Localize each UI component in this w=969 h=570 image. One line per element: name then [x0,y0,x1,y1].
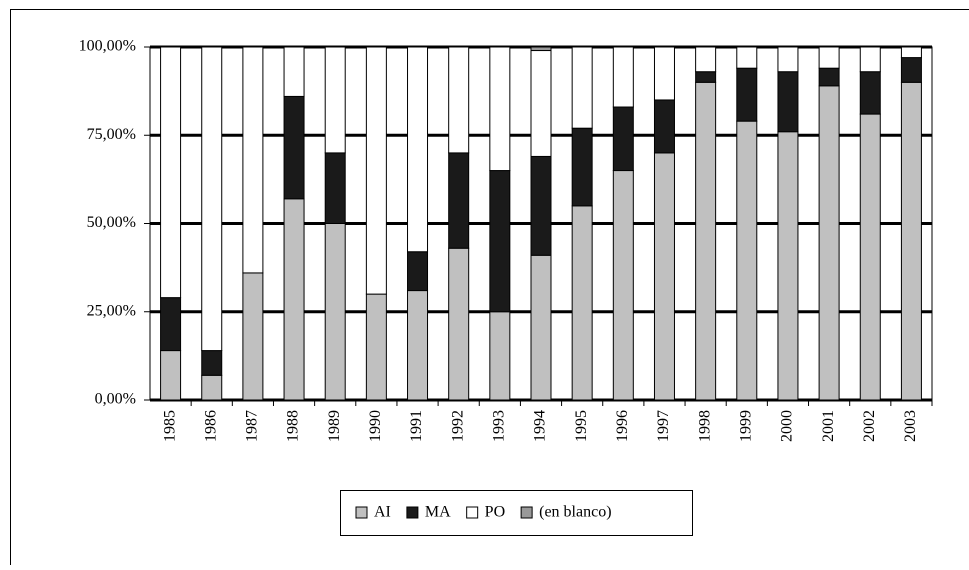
bar-segment [572,47,592,128]
x-tick-label: 1985 [161,410,178,442]
bar-segment [490,47,510,171]
x-tick-label: 1998 [696,410,713,442]
bar-segment [819,86,839,400]
x-tick-label: 1999 [737,410,754,442]
bar-segment [696,72,716,83]
bar-segment [161,351,181,400]
bar-segment [490,171,510,312]
bar-segment [531,47,551,51]
bar-segment [202,47,222,351]
bar-segment [572,128,592,206]
bar-segment [737,47,757,68]
legend-label: AI [374,504,391,521]
x-tick-label: 1988 [285,410,302,442]
bar-segment [901,58,921,83]
bar-segment [901,82,921,400]
bar-segment [901,47,921,58]
bar-segment [819,47,839,68]
bar-segment [449,248,469,400]
bar-segment [490,312,510,400]
bar-segment [654,47,674,100]
bar-segment [737,121,757,400]
bar-segment [284,96,304,198]
bar-segment [860,72,880,114]
x-tick-label: 1995 [573,410,590,442]
bar-segment [243,47,263,273]
bar-segment [531,255,551,400]
x-tick-label: 1997 [655,410,672,442]
legend-label: MA [425,504,451,521]
legend-swatch [521,507,532,518]
legend-swatch [356,507,367,518]
bar-segment [408,47,428,252]
bar-segment [202,351,222,376]
x-tick-label: 1994 [532,410,549,442]
bar-segment [778,132,798,400]
legend-swatch [407,507,418,518]
legend [341,491,693,536]
bar-segment [325,224,345,401]
x-tick-label: 1996 [614,410,631,442]
bar-segment [819,68,839,86]
x-tick-label: 2001 [820,410,837,442]
x-tick-label: 2000 [779,410,796,442]
legend-swatch [467,507,478,518]
legend-label: PO [485,504,505,521]
bar-segment [860,47,880,72]
x-tick-label: 1993 [491,410,508,442]
bar-segment [325,47,345,153]
bar-segment [325,153,345,224]
bar-segment [161,47,181,298]
x-tick-label: 1987 [244,410,261,442]
bar-segment [654,100,674,153]
bar-segment [284,47,304,96]
bar-segment [778,72,798,132]
legend-label: (en blanco) [539,504,611,521]
x-tick-label: 1990 [367,410,384,442]
bar-segment [778,47,798,72]
y-tick-label: 50,00% [87,214,136,231]
bar-segment [449,47,469,153]
bar-segment [531,156,551,255]
bar-segment [408,291,428,400]
bar-segment [202,375,222,400]
x-tick-label: 1986 [202,410,219,442]
bar-segment [572,206,592,400]
bar-segment [449,153,469,248]
x-tick-label: 2002 [861,410,878,442]
x-tick-label: 2003 [902,410,919,442]
y-tick-label: 25,00% [87,302,136,319]
bar-segment [284,199,304,400]
bar-segment [531,51,551,157]
bar-segment [366,47,386,294]
y-tick-label: 75,00% [87,126,136,143]
bar-segment [696,47,716,72]
bar-segment [613,107,633,171]
bar-segment [696,82,716,400]
bar-segment [613,171,633,400]
bar-segment [408,252,428,291]
y-tick-label: 100,00% [79,38,136,55]
bar-segment [366,294,386,400]
y-tick-label: 0,00% [95,391,136,408]
x-tick-label: 1991 [408,410,425,442]
bar-segment [243,273,263,400]
bar-segment [161,298,181,351]
x-tick-label: 1989 [326,410,343,442]
bar-segment [860,114,880,400]
bar-segment [737,68,757,121]
x-tick-label: 1992 [449,410,466,442]
bar-segment [613,47,633,107]
bar-segment [654,153,674,400]
